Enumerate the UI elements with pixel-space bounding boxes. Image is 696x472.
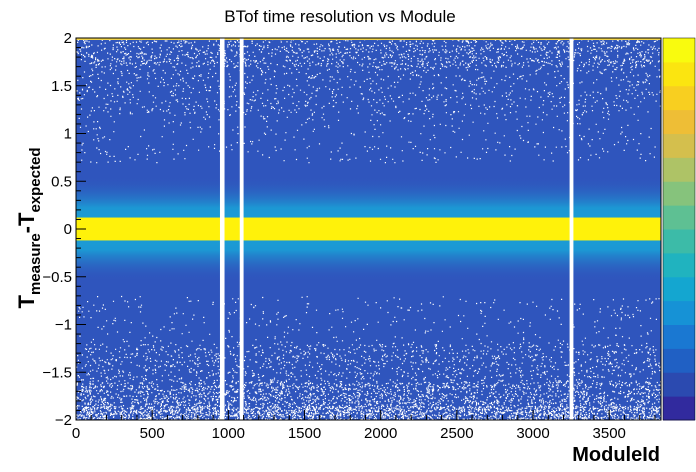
color-palette-frame xyxy=(662,37,696,421)
y-axis: −2 −1.5 −1 −0.5 0 0.5 1 1.5 2 xyxy=(42,30,86,429)
x-tick-label: 500 xyxy=(140,425,165,442)
x-tick-label: 2000 xyxy=(364,425,397,442)
palette-swatch xyxy=(663,205,695,230)
palette-swatch xyxy=(663,38,695,63)
palette-swatch xyxy=(663,276,695,302)
palette-swatch xyxy=(663,252,695,278)
x-axis: 0 500 1000 1500 2000 2500 3000 3500 xyxy=(72,410,656,442)
x-axis-title: ModuleId xyxy=(572,444,660,466)
y-axis-title: Tmeasure-Texpected xyxy=(14,148,44,309)
x-tick-label: 3500 xyxy=(593,425,626,442)
y-tick-label: −2 xyxy=(55,412,72,429)
palette-swatch xyxy=(663,396,695,421)
x-tick-label: 3000 xyxy=(516,425,549,442)
y-tick-label: 2 xyxy=(64,30,72,47)
empty-column xyxy=(239,38,244,420)
palette-swatch xyxy=(663,324,695,349)
empty-module-columns xyxy=(219,38,574,420)
x-tick-label: 0 xyxy=(72,425,80,442)
y-tick-label: 1 xyxy=(64,126,72,143)
y-tick-label: 1.5 xyxy=(51,78,72,95)
y-tick-label: −1.5 xyxy=(42,364,72,381)
overflow-row xyxy=(76,38,661,40)
chart-title: BTof time resolution vs Module xyxy=(224,7,456,26)
palette-swatch xyxy=(663,229,695,254)
y-tick-label: 0.5 xyxy=(51,173,72,190)
empty-column xyxy=(569,38,574,420)
y-tick-label: 0 xyxy=(64,221,72,238)
palette-swatch xyxy=(663,300,695,325)
palette-swatch xyxy=(663,157,695,182)
palette-swatch xyxy=(663,348,695,373)
color-palette xyxy=(663,38,695,421)
palette-swatch xyxy=(663,372,695,397)
palette-swatch xyxy=(663,181,695,206)
x-tick-label: 1500 xyxy=(288,425,321,442)
palette-swatch xyxy=(663,85,695,111)
palette-swatch xyxy=(663,61,695,87)
palette-swatch xyxy=(663,109,695,134)
x-tick-label: 1000 xyxy=(212,425,245,442)
plot-area xyxy=(76,38,661,420)
y-tick-label: −1 xyxy=(55,317,72,334)
y-tick-label: −0.5 xyxy=(42,269,72,286)
x-tick-label: 2500 xyxy=(440,425,473,442)
empty-column xyxy=(219,38,225,420)
palette-swatch xyxy=(663,133,695,158)
